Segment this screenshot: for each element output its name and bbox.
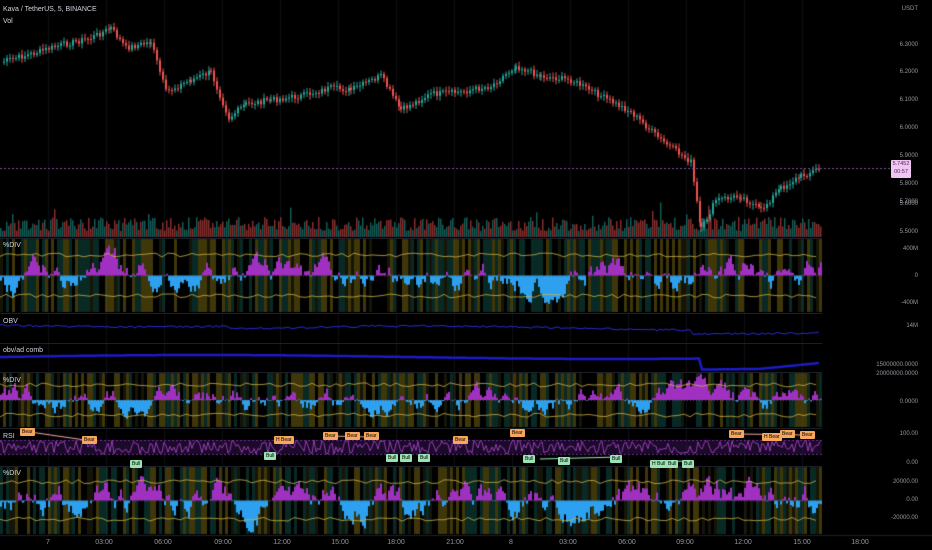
rsi-bull-tag: Bull: [130, 460, 143, 468]
price-tick: 6.2000: [899, 69, 918, 75]
rsi-bear-tag: H Bear: [762, 433, 782, 441]
axis-tick: 0.0000: [899, 399, 918, 405]
last-price-value: 5.7452: [892, 161, 910, 167]
rsi-bull-tag: Bull: [682, 460, 695, 468]
pane-title-obv[interactable]: OBV: [3, 318, 18, 325]
price-tick: 5.7000: [899, 199, 918, 205]
time-tick: 12:00: [273, 539, 291, 546]
axis-tick: 20000000.0000: [876, 371, 918, 377]
axis-tick: 400M: [902, 246, 918, 252]
rsi-bear-tag: Bear: [364, 432, 379, 440]
pane-title-div1[interactable]: %DIV: [3, 242, 21, 249]
pane-title-obvad[interactable]: obv/ad comb: [3, 347, 44, 354]
rsi-bear-tag: Bear: [729, 430, 744, 438]
axis-tick: 0: [914, 273, 918, 279]
time-tick: 03:00: [95, 539, 113, 546]
time-tick: 06:00: [618, 539, 636, 546]
pane-title-div3[interactable]: %DIV: [3, 470, 21, 477]
rsi-bear-tag: Bear: [20, 428, 35, 436]
price-tick: 5.8000: [899, 181, 918, 187]
time-tick: 18:00: [387, 539, 405, 546]
rsi-bull-tag: Bull: [418, 454, 431, 462]
rsi-bear-tag: Bear: [510, 429, 525, 437]
time-tick: 18:00: [851, 539, 869, 546]
last-price-label: 5.7452 00:57: [891, 160, 911, 178]
rsi-bear-tag: Bear: [82, 436, 97, 444]
axis-tick: 20000.00: [892, 479, 918, 485]
axis-tick: 0.00: [906, 497, 918, 503]
rsi-bull-tag: H Bull: [650, 460, 668, 468]
rsi-bull-tag: Bull: [386, 454, 399, 462]
time-tick: 06:00: [154, 539, 172, 546]
pane-title-rsi[interactable]: RSI: [3, 433, 15, 440]
axis-tick: 100.00: [899, 431, 918, 437]
bar-countdown: 00:57: [894, 169, 908, 175]
symbol-title[interactable]: Kava / TetherUS, 5, BINANCE: [3, 6, 97, 13]
time-tick: 09:00: [214, 539, 232, 546]
time-tick: 7: [46, 539, 50, 546]
price-tick: 6.1000: [899, 97, 918, 103]
time-tick: 12:00: [734, 539, 752, 546]
price-tick: 5.9000: [899, 153, 918, 159]
rsi-bull-tag: Bull: [400, 454, 413, 462]
rsi-bear-tag: Bear: [345, 432, 360, 440]
pane-title-div2[interactable]: %DIV: [3, 377, 21, 384]
rsi-bull-tag: Bull: [610, 455, 623, 463]
pane-divider[interactable]: [0, 238, 822, 239]
rsi-bear-tag: Bear: [800, 431, 815, 439]
time-tick: 09:00: [676, 539, 694, 546]
time-tick: 15:00: [793, 539, 811, 546]
time-tick: 21:00: [446, 539, 464, 546]
pane-divider[interactable]: [0, 372, 822, 373]
volume-label[interactable]: Vol: [3, 18, 13, 25]
rsi-bull-tag: Bull: [523, 455, 536, 463]
pane-divider[interactable]: [0, 466, 822, 467]
price-tick: 6.0000: [899, 125, 918, 131]
currency-label[interactable]: USDT: [901, 6, 918, 12]
price-tick: 5.5000: [899, 229, 918, 235]
price-tick: 5.6000: [899, 201, 918, 207]
axis-tick: 14M: [906, 323, 918, 329]
axis-tick: -400M: [900, 300, 918, 306]
rsi-bear-tag: Bear: [780, 430, 795, 438]
rsi-bull-tag: Bull: [558, 457, 571, 465]
axis-tick: -20000.00: [890, 515, 918, 521]
pane-divider[interactable]: [0, 343, 822, 344]
rsi-bear-tag: Bear: [323, 432, 338, 440]
axis-tick: 0.00: [906, 460, 918, 466]
axis-tick: 15000000.0000: [876, 362, 918, 368]
time-tick: 8: [509, 539, 513, 546]
pane-divider[interactable]: [0, 428, 822, 429]
rsi-bear-tag: H Bear: [274, 436, 294, 444]
rsi-bull-tag: Bull: [264, 452, 277, 460]
rsi-bull-tag: Bull: [666, 460, 679, 468]
time-tick: 03:00: [559, 539, 577, 546]
pane-divider[interactable]: [0, 313, 822, 314]
price-tick: 6.3000: [899, 42, 918, 48]
rsi-bear-tag: Bear: [453, 436, 468, 444]
time-tick: 15:00: [331, 539, 349, 546]
